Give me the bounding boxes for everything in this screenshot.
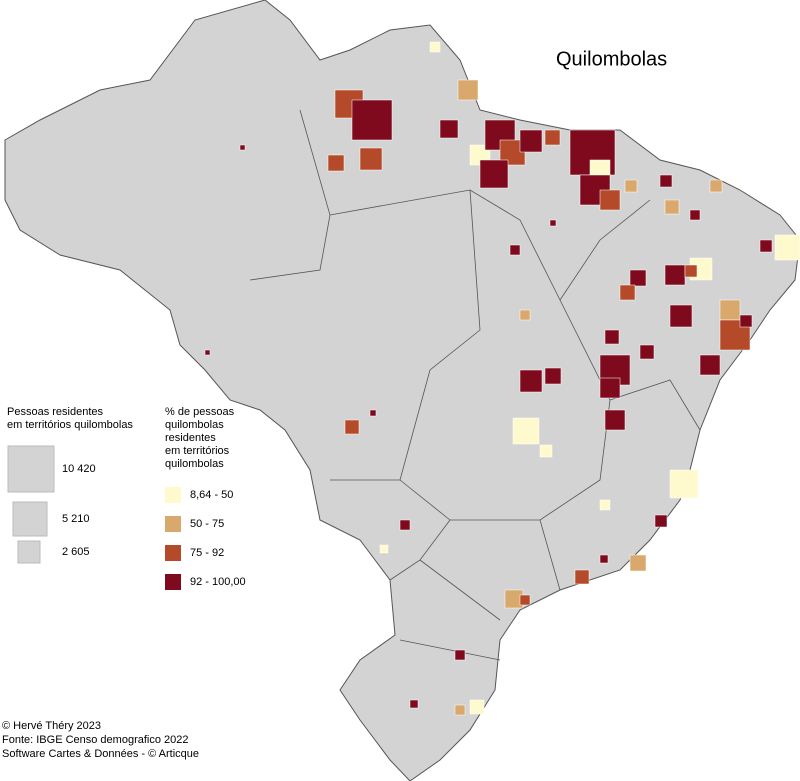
municipality-square [469,699,485,715]
size-legend-label: 10 420 [62,463,96,475]
color-legend-title: % de pessoas [165,406,235,418]
municipality-square [439,119,459,139]
municipality-square [519,309,531,321]
municipality-square [359,147,383,171]
municipality-square [544,129,561,146]
color-legend-label: 8,64 - 50 [190,489,233,501]
municipality-square [549,219,557,227]
color-legend-swatch [165,574,181,590]
size-legend-title: Pessoas residentes [7,406,103,418]
credit-line: © Hervé Théry 2023 [2,720,101,732]
color-legend-label: 75 - 92 [190,547,224,559]
municipality-square [454,704,466,716]
state-borders [249,109,701,661]
municipality-square [629,554,647,572]
municipality-square [759,239,773,253]
municipality-square [429,41,441,53]
municipality-square [574,569,590,585]
credit-line: Software Cartes & Données - © Articque [2,748,199,760]
color-legend-title: residentes [165,432,216,444]
size-legend-title: em territórios quilombolas [7,419,133,431]
color-legend-swatch [165,545,181,561]
municipality-square [654,514,668,528]
color-legend-swatch [165,516,181,532]
map-title: Quilombolas [556,48,667,70]
color-legend-label: 92 - 100,00 [190,576,246,588]
municipality-square [599,377,621,399]
municipality-square [689,209,701,221]
municipality-square [699,354,721,376]
color-legend-label: 50 - 75 [190,518,224,530]
municipality-square [719,299,741,321]
municipality-square [624,179,638,193]
size-legend-label: 5 210 [62,513,90,525]
municipality-square [479,159,509,189]
municipality-square [239,144,246,151]
municipality-square [629,269,647,287]
municipality-square [684,264,698,278]
municipality-square [379,544,389,554]
municipality-square [544,367,562,385]
municipality-square [351,99,393,141]
municipality-square [519,594,531,606]
municipality-square [669,469,699,499]
municipality-square [659,174,673,188]
country-outline [4,0,800,781]
municipality-square [774,234,800,261]
municipality-square [519,369,543,393]
size-legend-label: 2 605 [62,546,90,558]
municipality-square [604,409,626,431]
municipality-square [639,344,655,360]
municipality-square [599,554,609,564]
municipality-square [344,419,360,435]
color-legend-title: em territórios [165,445,230,457]
municipality-square [512,417,540,445]
municipality-square [664,264,686,286]
color-legend-title: quilombolas [165,458,224,470]
municipality-square [709,179,723,193]
municipality-square [599,189,621,211]
municipality-square [369,409,377,417]
municipality-square [454,649,466,661]
municipality-square [599,499,611,511]
municipality-square [539,444,553,458]
municipality-squares [204,41,800,716]
municipality-square [739,314,753,328]
municipality-square [519,129,543,153]
municipality-square [409,699,419,709]
municipality-square [457,79,479,101]
credit-line: Fonte: IBGE Censo demografico 2022 [2,734,189,746]
municipality-square [604,329,620,345]
color-legend-swatch [165,487,181,503]
municipality-square [327,154,345,172]
municipality-square [664,199,680,215]
municipality-square [669,304,693,328]
municipality-square [619,284,636,301]
size-legend-square [17,540,41,564]
size-legend-square [7,445,55,493]
municipality-square [204,349,211,356]
color-legend-title: quilombolas [165,419,224,431]
size-legend-square [12,501,48,537]
municipality-square [399,519,411,531]
municipality-square [509,244,521,256]
